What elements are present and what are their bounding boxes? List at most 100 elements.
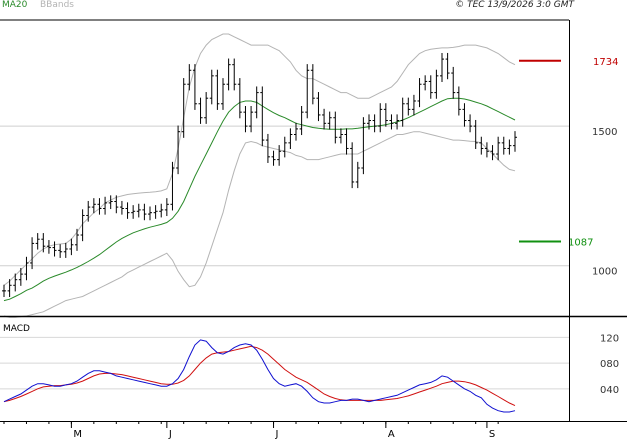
price-bar: [148, 206, 152, 221]
price-bar: [277, 145, 282, 166]
price-bar: [400, 97, 405, 127]
price-bar: [176, 125, 181, 175]
price-bar: [46, 240, 51, 254]
price-bar: [75, 228, 79, 251]
price-bar: [456, 86, 461, 116]
price-bar: [344, 128, 349, 155]
price-bar: [254, 86, 259, 119]
price-bar: [170, 161, 175, 211]
price-bar: [221, 78, 225, 110]
price-bar: [136, 203, 141, 218]
price-bar: [513, 131, 517, 152]
macd-title: MACD: [3, 324, 30, 334]
price-bar: [490, 145, 495, 161]
x-axis-label: S: [489, 429, 495, 440]
price-bar: [468, 114, 473, 133]
copyright-timestamp: © TEC 13/9/2026 3:0 GMT: [455, 0, 574, 10]
price-bar: [327, 111, 332, 130]
price-bar: [24, 256, 29, 281]
price-levels: 1734 1087: [519, 57, 618, 248]
price-bar: [299, 106, 304, 136]
bollinger-bands: [3, 33, 516, 318]
macd-tick-label: 040: [600, 385, 619, 396]
ma20-polyline: [3, 97, 516, 302]
price-bar: [350, 142, 355, 189]
price-bar: [142, 203, 147, 221]
price-axis-labels: 1000 1500: [592, 127, 617, 278]
price-bar: [440, 52, 444, 82]
price-bar: [249, 106, 254, 133]
price-bar: [232, 58, 237, 91]
price-bar: [372, 114, 377, 133]
price-bar: [2, 284, 6, 298]
price-bar: [479, 136, 484, 155]
price-bar: [383, 103, 388, 127]
price-bar: [411, 94, 416, 116]
price-bar: [271, 150, 276, 166]
price-bar: [7, 279, 12, 298]
price-bar: [462, 103, 467, 127]
price-bar: [406, 97, 411, 116]
price-bar: [159, 203, 164, 218]
price-bar: [445, 52, 450, 80]
price-bar: [294, 122, 298, 141]
price-bar: [209, 69, 214, 105]
price-bar: [237, 78, 242, 119]
bb-lower-line: [3, 131, 516, 318]
price-bar: [260, 86, 265, 147]
price-bar: [305, 64, 310, 119]
price-bar: [97, 198, 102, 215]
price-bar: [501, 136, 506, 155]
legend-ma20: MA20: [2, 0, 28, 10]
price-bar: [389, 114, 394, 130]
price-bar: [63, 242, 68, 258]
price-bar: [131, 205, 136, 219]
x-axis-label: J: [168, 429, 172, 440]
price-bar: [361, 117, 366, 175]
ma20-line: [3, 97, 516, 302]
price-bar: [333, 111, 338, 144]
level-label: 1734: [593, 57, 618, 68]
x-axis-label: M: [73, 429, 82, 440]
macd-gridlines: [0, 336, 569, 390]
price-bar: [86, 200, 91, 222]
price-bar: [395, 114, 400, 130]
price-bar: [451, 66, 456, 99]
macd-line: [3, 339, 516, 413]
price-tick-label: 1000: [592, 267, 617, 278]
price-bars: [2, 52, 517, 298]
price-bar: [198, 97, 203, 124]
legend-bbands: BBands: [40, 0, 74, 10]
price-bar: [322, 108, 327, 130]
macd-tick-label: 080: [600, 359, 619, 370]
price-bar: [52, 241, 57, 257]
price-bar: [181, 78, 186, 138]
price-bar: [428, 75, 433, 99]
price-bar: [204, 92, 209, 124]
price-bar: [18, 267, 23, 286]
price-bar: [108, 195, 113, 210]
price-bar: [507, 139, 512, 155]
price-bar: [434, 69, 439, 99]
price-bar: [310, 64, 315, 105]
price-bar: [226, 58, 231, 91]
price-bar: [30, 237, 35, 270]
level-label: 1087: [568, 237, 593, 248]
price-bar: [378, 103, 383, 133]
price-bar: [243, 106, 248, 133]
x-axis-label: A: [388, 429, 395, 440]
macd-axis-labels: 120 080 040: [600, 333, 619, 396]
price-bar: [80, 209, 85, 242]
price-bar: [41, 233, 46, 253]
macd-tick-label: 120: [600, 333, 619, 344]
price-bar: [215, 69, 220, 110]
price-bar: [58, 244, 63, 258]
price-bar: [355, 161, 360, 189]
price-bar: [338, 128, 343, 144]
bb-upper-line: [3, 33, 516, 286]
price-bar: [367, 114, 371, 130]
price-bar: [69, 238, 74, 256]
price-tick-label: 1500: [592, 127, 617, 138]
